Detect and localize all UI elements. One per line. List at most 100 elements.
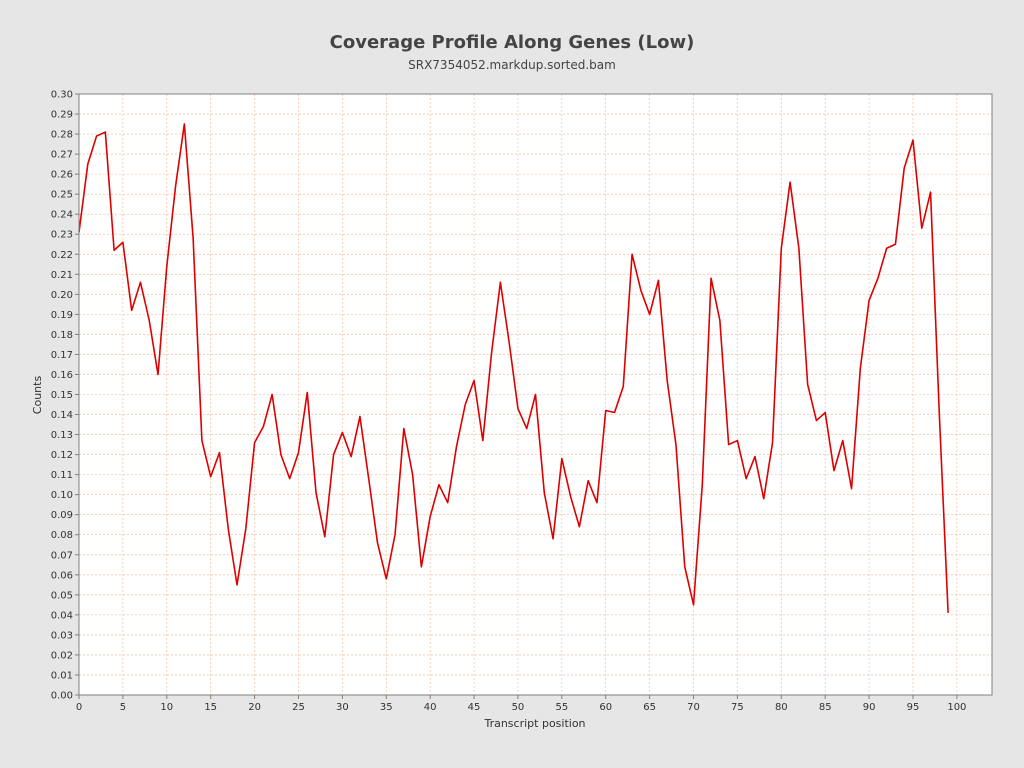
y-tick-label: 0.26	[51, 170, 73, 181]
y-tick-label: 0.18	[51, 330, 73, 341]
x-tick-label: 50	[512, 702, 525, 713]
data-point	[587, 480, 589, 482]
data-point	[280, 454, 282, 456]
y-axis-label: Counts	[31, 376, 44, 415]
data-point	[868, 300, 870, 302]
data-point	[368, 478, 370, 480]
chart-subtitle: SRX7354052.markdup.sorted.bam	[408, 58, 616, 72]
x-tick-label: 15	[204, 702, 217, 713]
x-tick-label: 85	[819, 702, 832, 713]
data-point	[96, 135, 98, 137]
data-point	[148, 320, 150, 322]
data-point	[192, 237, 194, 239]
y-tick-label: 0.01	[51, 670, 73, 681]
data-point	[543, 492, 545, 494]
y-tick-label: 0.02	[51, 650, 73, 661]
data-point	[333, 454, 335, 456]
y-tick-label: 0.08	[51, 530, 73, 541]
y-tick-label: 0.09	[51, 510, 73, 521]
data-point	[763, 498, 765, 500]
x-tick-label: 40	[424, 702, 437, 713]
data-point	[877, 278, 879, 280]
y-tick-label: 0.12	[51, 450, 73, 461]
data-point	[201, 440, 203, 442]
data-point	[781, 247, 783, 249]
x-tick-label: 5	[120, 702, 126, 713]
data-point	[702, 484, 704, 486]
y-tick-label: 0.07	[51, 550, 73, 561]
data-point	[350, 456, 352, 458]
x-tick-label: 70	[687, 702, 700, 713]
y-tick-label: 0.15	[51, 390, 73, 401]
data-point	[438, 484, 440, 486]
data-point	[772, 442, 774, 444]
data-point	[254, 442, 256, 444]
y-tick-label: 0.16	[51, 370, 73, 381]
data-point	[754, 456, 756, 458]
series	[78, 123, 949, 613]
data-point	[140, 282, 142, 284]
y-tick-label: 0.10	[51, 490, 73, 501]
data-point	[921, 227, 923, 229]
x-tick-label: 35	[380, 702, 393, 713]
data-point	[807, 384, 809, 386]
data-point	[447, 502, 449, 504]
data-point	[166, 265, 168, 267]
data-point	[122, 241, 124, 243]
data-point	[939, 414, 941, 416]
data-point	[886, 247, 888, 249]
data-point	[561, 458, 563, 460]
data-point	[113, 249, 115, 251]
data-point	[517, 408, 519, 410]
data-point	[614, 412, 616, 414]
x-tick-label: 95	[907, 702, 920, 713]
y-tick-label: 0.28	[51, 130, 73, 141]
y-tick-label: 0.27	[51, 150, 73, 161]
data-point	[473, 380, 475, 382]
data-point	[500, 282, 502, 284]
data-point	[903, 167, 905, 169]
axes: 0.00 0.01 0.02 0.03 0.04 0.05 0.06 0.07 0.08 0.09…	[51, 90, 967, 714]
x-tick-label: 90	[863, 702, 876, 713]
data-point	[719, 320, 721, 322]
y-tick-label: 0.11	[51, 470, 73, 481]
data-point	[631, 253, 633, 255]
data-point	[526, 428, 528, 430]
data-point	[491, 352, 493, 354]
x-axis-label: Transcript position	[483, 717, 585, 730]
y-tick-label: 0.21	[51, 270, 73, 281]
y-tick-label: 0.23	[51, 230, 73, 241]
x-tick-label: 20	[248, 702, 261, 713]
x-tick-label: 30	[336, 702, 349, 713]
y-tick-label: 0.05	[51, 590, 73, 601]
data-point	[385, 578, 387, 580]
data-point	[298, 452, 300, 454]
y-tick-label: 0.00	[51, 691, 73, 702]
data-point	[236, 584, 238, 586]
data-point	[798, 247, 800, 249]
data-point	[728, 444, 730, 446]
data-point	[789, 181, 791, 183]
y-tick-label: 0.04	[51, 610, 73, 621]
y-tick-label: 0.19	[51, 310, 73, 321]
data-point	[605, 410, 607, 412]
y-tick-label: 0.24	[51, 210, 73, 221]
data-point	[271, 394, 273, 396]
data-point	[579, 526, 581, 528]
data-point	[930, 191, 932, 193]
data-point	[895, 243, 897, 245]
data-point	[737, 440, 739, 442]
y-tick-label: 0.22	[51, 250, 73, 261]
data-point	[219, 452, 221, 454]
y-tick-label: 0.29	[51, 110, 73, 121]
y-tick-label: 0.20	[51, 290, 73, 301]
data-point	[860, 368, 862, 370]
data-point	[131, 310, 133, 312]
data-point	[227, 528, 229, 530]
data-point	[947, 612, 949, 614]
data-point	[552, 538, 554, 540]
series-line	[78, 123, 949, 613]
data-point	[289, 478, 291, 480]
data-point	[342, 432, 344, 434]
